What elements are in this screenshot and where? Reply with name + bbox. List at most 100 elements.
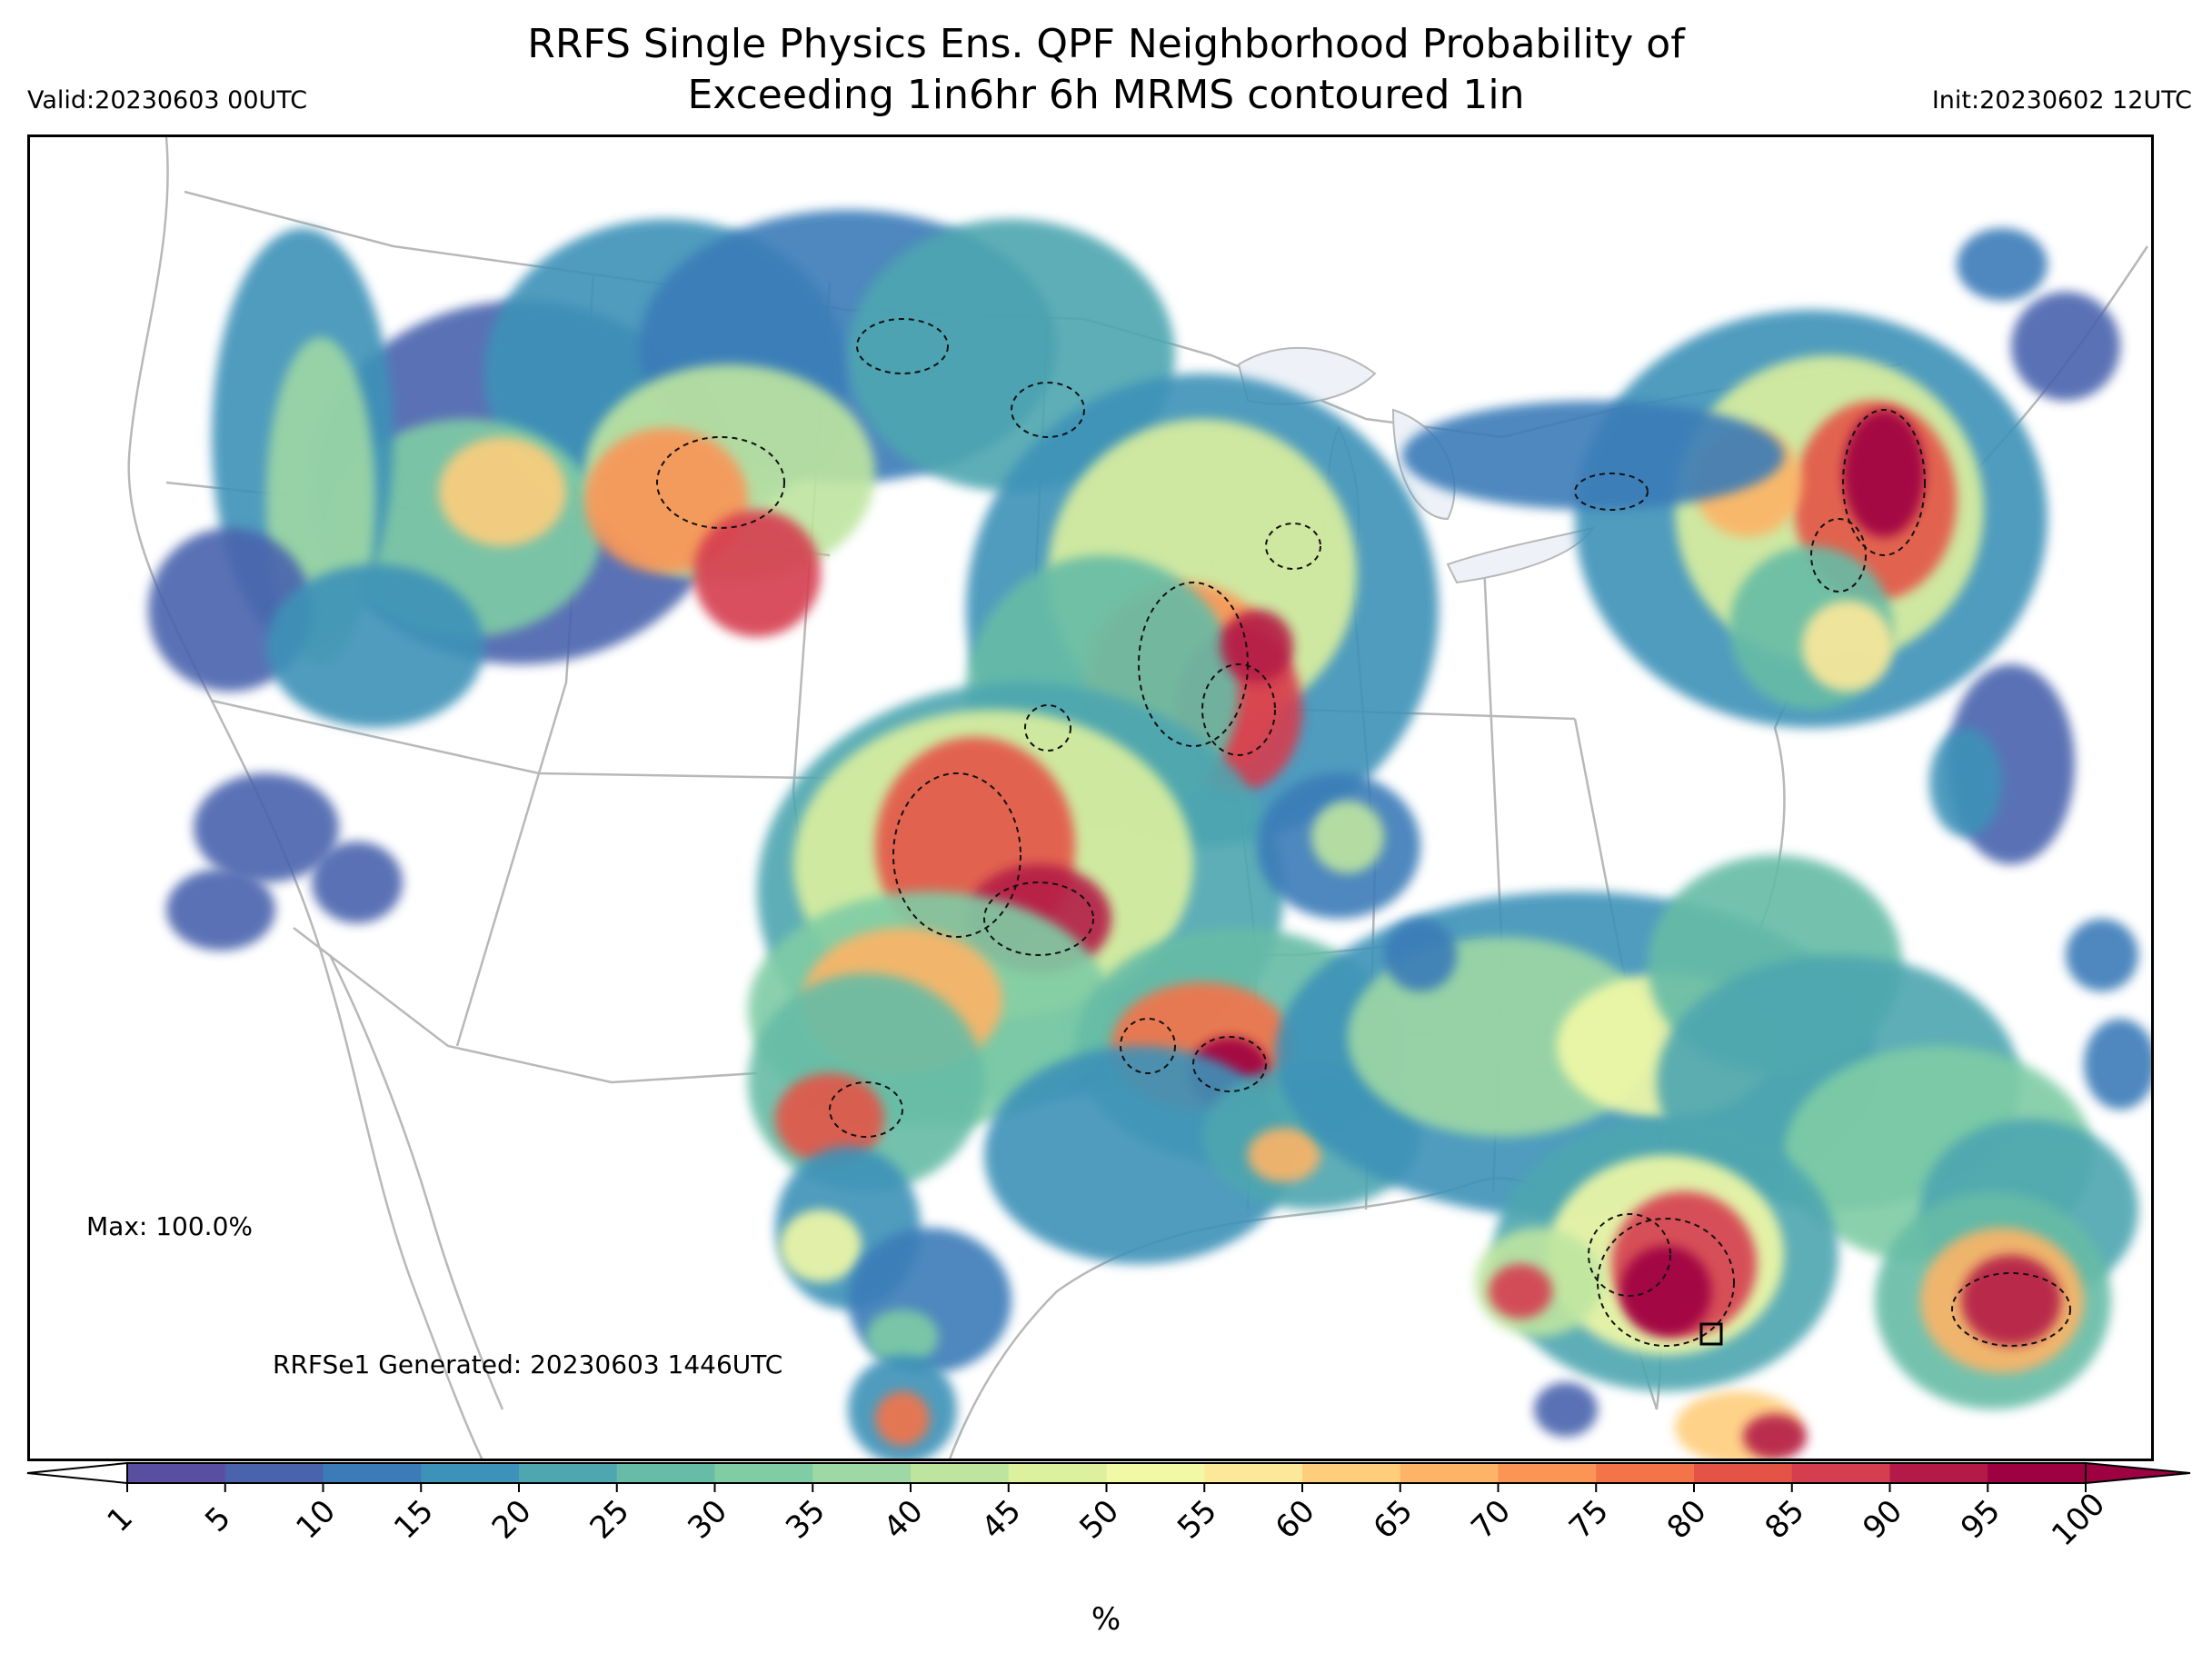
colorbar-frame (126, 1462, 2087, 1484)
colorbar-tick-label: 5 (198, 1499, 238, 1539)
valid-time-label: Valid:20230603 00UTC (27, 86, 308, 115)
colorbar-tick-label: 1 (100, 1499, 140, 1539)
mrms-contour (656, 436, 785, 529)
colorbar-segment (1498, 1463, 1597, 1483)
colorbar-segment (616, 1463, 715, 1483)
init-time-label: Init:20230602 12UTC (1931, 86, 2192, 115)
colorbar-tick-label: 70 (1464, 1493, 1518, 1547)
colorbar-segment (421, 1463, 520, 1483)
probability-blob (1221, 610, 1293, 682)
mrms-contour (1597, 1218, 1735, 1347)
colorbar-tick-label: 85 (1759, 1493, 1812, 1547)
probability-field (148, 210, 2151, 1459)
mrms-contours (656, 318, 2071, 1347)
mrms-contour (856, 318, 949, 374)
probability-blob (1961, 1255, 2061, 1346)
probability-blob (866, 1309, 939, 1364)
probability-blob (1743, 1414, 1807, 1459)
colorbar-segment (1889, 1463, 1988, 1483)
probability-map (127, 137, 2151, 1459)
colorbar-tick-label: 45 (975, 1493, 1029, 1547)
probability-blob (1957, 228, 2048, 301)
probability-blob (1620, 1246, 1711, 1337)
colorbar-tick-label: 50 (1072, 1493, 1126, 1547)
colorbar-units-label: % (1091, 1601, 1121, 1638)
probability-blob (2011, 292, 2120, 401)
mrms-contour (1951, 1272, 2071, 1347)
probability-blob (266, 564, 484, 728)
colorbar-tick-label: 65 (1367, 1493, 1420, 1547)
probability-blob (166, 869, 275, 951)
colorbar-segment (1106, 1463, 1205, 1483)
mrms-contour (1588, 1213, 1671, 1297)
colorbar-segment (1008, 1463, 1107, 1483)
colorbar-tick-label: 40 (877, 1493, 931, 1547)
mrms-contour (1265, 523, 1321, 570)
colorbar-segment (911, 1463, 1010, 1483)
probability-blob (780, 1210, 862, 1282)
probability-blob (439, 437, 566, 546)
colorbar-tick-label: 55 (1171, 1493, 1224, 1547)
probability-blob (1534, 1382, 1598, 1437)
colorbar-segment (1791, 1463, 1890, 1483)
mrms-contour (1201, 663, 1276, 756)
colorbar-segment (1596, 1463, 1695, 1483)
generated-time-label: RRFSe1 Generated: 20230603 1446UTC (273, 1349, 783, 1379)
colorbar-tick-label: 10 (289, 1493, 343, 1547)
colorbar-tick-label: 60 (1269, 1493, 1322, 1547)
colorbar-tick-label: 30 (681, 1493, 734, 1547)
colorbar-segments (26, 1461, 2191, 1485)
colorbar-tick-label: 100 (2045, 1486, 2112, 1553)
colorbar-tick-label: 95 (1954, 1493, 2008, 1547)
probability-blob (875, 1391, 930, 1446)
mrms-contour (829, 1081, 903, 1138)
lake-erie (1446, 526, 1596, 584)
probability-blob (775, 1073, 884, 1164)
map-panel (27, 134, 2154, 1461)
probability-blob (2066, 919, 2138, 991)
colorbar-segment (323, 1463, 422, 1483)
chart-title-line-1: RRFS Single Physics Ens. QPF Neighborhoo… (527, 21, 1685, 67)
mrms-contour (1810, 518, 1867, 593)
colorbar-tick-label: 75 (1562, 1493, 1616, 1547)
probability-blob (1384, 919, 1457, 991)
colorbar-segment (1400, 1463, 1499, 1483)
colorbar-segment (1302, 1463, 1401, 1483)
mrms-contour (1138, 582, 1249, 747)
probability-blob (1489, 1264, 1552, 1319)
probability-blob (693, 510, 821, 637)
probability-blob (1311, 801, 1384, 873)
probability-blob (1929, 728, 2002, 837)
probability-blob (1248, 1128, 1320, 1182)
colorbar-segment (127, 1463, 226, 1483)
probability-blob (312, 841, 403, 923)
colorbar-tick-label: 80 (1660, 1493, 1714, 1547)
colorbar-tick-label: 20 (485, 1493, 539, 1547)
mrms-contour (892, 772, 1021, 938)
max-value-label: Max: 100.0% (86, 1211, 253, 1241)
colorbar-segment (1988, 1463, 2087, 1483)
colorbar-segment (224, 1463, 324, 1483)
probability-blob (984, 1046, 1293, 1264)
probability-blob (1802, 601, 1893, 692)
probability-blob (1402, 401, 1784, 510)
colorbar-segment (812, 1463, 912, 1483)
coastline-baja (328, 954, 504, 1410)
colorbar-tick-label: 90 (1856, 1493, 1909, 1547)
colorbar-segment (1694, 1463, 1793, 1483)
colorbar-extend-over (2085, 1461, 2191, 1485)
mrms-contour (1120, 1018, 1176, 1074)
colorbar-ticks: 1 5 10 15 20 25 30 35 40 45 50 55 60 65 70 75 80 85 90 95 10… (100, 1483, 2112, 1553)
mrms-contour (1024, 704, 1071, 752)
mrms-contour (1192, 1036, 1267, 1092)
colorbar-tick-label: 35 (779, 1493, 832, 1547)
colorbar-segment (714, 1463, 813, 1483)
chart-title-line-2: Exceeding 1in6hr 6h MRMS contoured 1in (687, 72, 1525, 118)
mrms-contour (1842, 409, 1926, 556)
probability-blob (1843, 410, 1925, 537)
mrms-contour (1574, 473, 1649, 511)
colorbar-segment (519, 1463, 618, 1483)
colorbar-tick-label: 15 (387, 1493, 441, 1547)
mrms-contour (1011, 382, 1085, 438)
mrms-contour (983, 881, 1094, 956)
